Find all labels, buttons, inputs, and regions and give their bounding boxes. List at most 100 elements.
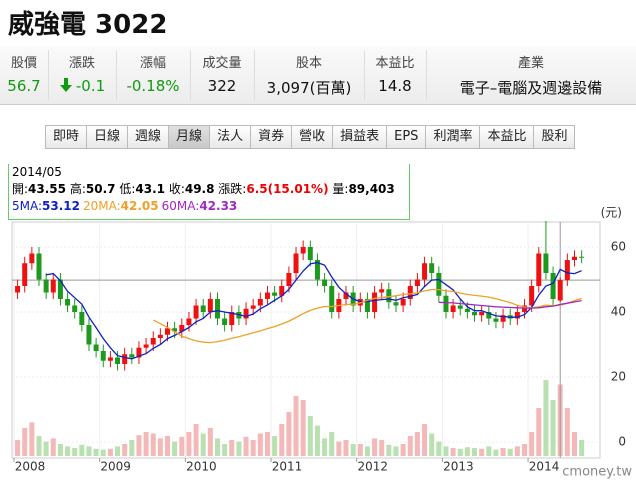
candle-body [115, 357, 121, 364]
stat-value: 14.8 [364, 77, 426, 95]
val: 43.55 [28, 182, 67, 196]
lab: 量: [332, 182, 349, 196]
volume-bar [522, 444, 528, 456]
down-arrow [59, 78, 72, 92]
volume-bar [286, 412, 292, 456]
stat-label: 股本 [295, 56, 322, 71]
y-tick-label: 20 [611, 370, 626, 384]
tabs: 即時 日線 週線 月線 法人 資券 營收 損益表 EPS 利潤率 本益比 股利 [45, 125, 576, 149]
candle-body [222, 318, 228, 325]
candle-body [300, 247, 306, 254]
volume-bar [422, 424, 428, 456]
candle-body [50, 279, 56, 293]
candle-body [200, 305, 206, 312]
volume-bar [100, 449, 106, 456]
tab[interactable]: 日線 [86, 125, 129, 149]
tab[interactable]: 法人 [209, 125, 252, 149]
volume-bar [57, 444, 63, 456]
volume-bar [129, 440, 135, 456]
volume-bar [314, 425, 320, 456]
y-tick-label: 40 [611, 305, 626, 319]
volume-bar [86, 446, 92, 456]
stat-number: 電子–電腦及週邊設備 [459, 79, 603, 97]
candle-body [272, 292, 278, 296]
candle-body [93, 344, 99, 351]
candle-body [143, 344, 149, 348]
candle-body [386, 289, 392, 303]
ma-label: 20MA: [83, 199, 121, 213]
candle-body [557, 280, 563, 301]
candle-body [86, 325, 92, 345]
tab[interactable]: 月線 [168, 125, 211, 149]
candle-body [243, 308, 249, 319]
lab: 高: [69, 182, 86, 196]
volume-bar [179, 436, 185, 456]
stat: 漲跌 -0.1 [48, 50, 117, 100]
stat-value: 322 [190, 77, 254, 95]
candle-body [429, 263, 435, 273]
volume-bar [486, 446, 492, 456]
stat-value: -0.18% [116, 77, 190, 95]
candle-body [314, 260, 320, 280]
candle-body [550, 273, 556, 299]
ma-value: 42.05 [120, 199, 159, 213]
tab[interactable]: EPS [386, 125, 427, 149]
tab[interactable]: 即時 [45, 125, 88, 149]
y-tick-label: 0 [618, 435, 626, 449]
candle-body [486, 312, 492, 319]
volume-bar [536, 408, 542, 456]
volume-bar [150, 433, 156, 456]
candle-body [472, 312, 478, 316]
candle-body [500, 315, 506, 322]
volume-bar [279, 424, 285, 456]
stat-number: -0.18% [126, 77, 180, 95]
candle-body [536, 253, 542, 286]
lab: 低: [119, 182, 136, 196]
candle-body [579, 256, 585, 258]
tab[interactable]: 營收 [291, 125, 334, 149]
tab[interactable]: 本益比 [479, 125, 535, 149]
volume-bar [300, 400, 306, 456]
tab[interactable]: 利潤率 [425, 125, 481, 149]
volume-bar [571, 432, 577, 456]
candle-body [479, 312, 485, 316]
candle-body [400, 299, 406, 306]
candle-body [165, 328, 171, 335]
volume-bar [29, 422, 35, 456]
ma-value: 53.12 [42, 199, 80, 213]
stat-label: 股價 [10, 56, 37, 71]
volume-bar [343, 440, 349, 456]
volume-bar [500, 448, 506, 456]
candle-body [257, 299, 263, 306]
tip-date: 2014/05 [12, 165, 62, 179]
tab[interactable]: 週線 [127, 125, 170, 149]
tip-ohlc: 開:43.55 高:50.7 低:43.1 收:49.8 漲跌:6.5(15.0… [12, 181, 409, 198]
volume-bar [493, 449, 499, 456]
tab[interactable]: 損益表 [332, 125, 388, 149]
candle-body [407, 286, 413, 299]
x-tick-label: 2013 [443, 460, 474, 474]
stat: 漲幅 -0.18% [116, 50, 191, 100]
volume-bar [350, 444, 356, 456]
candle-body [564, 260, 570, 281]
volume-bar [79, 444, 85, 456]
stat-label: 漲跌 [68, 56, 95, 71]
stat-value: 56.7 [0, 77, 48, 95]
y-unit: (元) [601, 206, 622, 220]
stats: 股價 56.7 漲跌 -0.1 漲幅 -0.18% 成交量 322 股本 3,097(百萬) 本益比… [0, 46, 636, 105]
candle-body [372, 292, 378, 312]
volume-bar [143, 432, 149, 456]
candle-body [514, 312, 520, 319]
volume-bar [364, 446, 370, 456]
volume-bar [200, 433, 206, 456]
tab[interactable]: 股利 [533, 125, 576, 149]
candle-body [422, 263, 428, 280]
stat: 股價 56.7 [0, 50, 49, 100]
tab[interactable]: 資券 [250, 125, 293, 149]
stat-number: 56.7 [7, 77, 41, 95]
candle-body [286, 273, 292, 286]
candle-body [322, 279, 328, 286]
volume-bar [464, 447, 470, 456]
candle-body [207, 299, 213, 312]
volume-bar [472, 448, 478, 456]
